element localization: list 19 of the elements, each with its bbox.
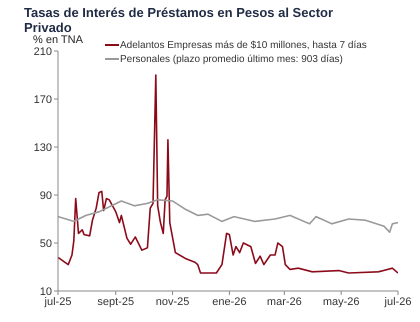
line-series [58,199,398,233]
x-tick-label: nov-25 [156,296,190,308]
y-tick-label: 50 [40,238,52,250]
y-tick-label: 90 [40,190,52,202]
y-tick-label: 130 [34,142,52,154]
line-series [58,74,398,274]
y-tick-label: 170 [34,94,52,106]
x-tick-label: mar-26 [266,296,302,308]
x-tick-label: jul-26 [384,296,412,308]
x-tick-label: jul-25 [44,296,72,308]
legend-label: Adelantos Empresas más de $10 millones, hasta 7 días [120,40,367,50]
chart-title: Tasas de Interés de Préstamos en Pesos al Sector Privado [24,5,334,35]
x-tick-label: ene-26 [212,296,247,308]
x-tick-label: may-26 [322,296,360,308]
y-axis-title: % en TNA [33,34,83,46]
y-tick-label: 210 [34,46,52,58]
x-tick-label: sept-25 [97,296,134,308]
y-tick-label: 10 [40,286,52,298]
legend-label: Personales (plazo promedio último mes: 903 días) [120,54,343,64]
